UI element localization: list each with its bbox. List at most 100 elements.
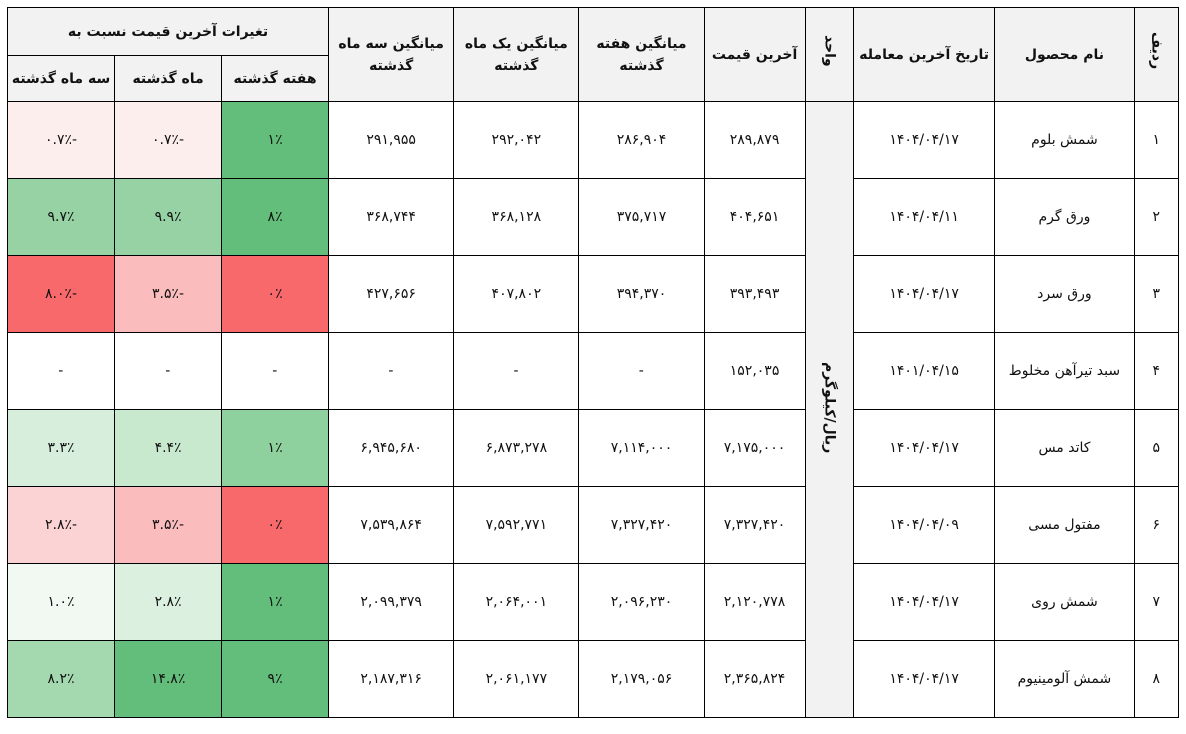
header-avg-3month: میانگین سه ماه گذشته xyxy=(328,7,455,102)
cell-radif: ۳ xyxy=(1133,255,1180,333)
cell-chg-month: ۹.۹٪ xyxy=(114,178,223,256)
cell-avg-week: ۲,۰۹۶,۲۳۰ xyxy=(578,563,705,641)
cell-avg-week: ۳۹۴,۳۷۰ xyxy=(578,255,705,333)
table-row: ۴ سبد تیرآهن مخلوط ۱۴۰۱/۰۴/۱۵ ۱۵۲,۰۳۵- - - - - - xyxy=(6,332,1180,410)
cell-last-price: ۱۵۲,۰۳۵ xyxy=(703,332,806,410)
cell-last-date: ۱۴۰۴/۰۴/۱۷ xyxy=(852,409,996,487)
cell-radif: ۲ xyxy=(1133,178,1180,256)
cell-last-price: ۷,۱۷۵,۰۰۰ xyxy=(703,409,806,487)
cell-last-price: ۲,۱۲۰,۷۷۸ xyxy=(703,563,806,641)
cell-product: شمش آلومینیوم xyxy=(994,640,1135,718)
cell-avg-3month: ۴۲۷,۶۵۶ xyxy=(328,255,455,333)
cell-chg-month: -۰.۷٪ xyxy=(114,101,223,179)
table-row: ۷ شمش روی ۱۴۰۴/۰۴/۱۷ ۲,۱۲۰,۷۷۸ ۲,۰۹۶,۲۳۰ ۲,۰۶… xyxy=(6,563,1180,641)
cell-avg-month: ۷,۵۹۲,۷۷۱ xyxy=(453,486,580,564)
cell-avg-3month: - xyxy=(328,332,455,410)
header-chg-3month: سه ماه گذشته xyxy=(6,55,116,102)
cell-last-date: ۱۴۰۴/۰۴/۱۱ xyxy=(852,178,996,256)
cell-chg-3month: ۳.۳٪ xyxy=(6,409,116,487)
cell-chg-week: ۱٪ xyxy=(221,409,330,487)
table-row: ۶ مفتول مسی ۱۴۰۴/۰۴/۰۹ ۷,۳۲۷,۴۲۰ ۷,۳۲۷,۴۲۰ ۷,… xyxy=(6,486,1180,564)
cell-product: ورق گرم xyxy=(994,178,1135,256)
cell-avg-3month: ۲۹۱,۹۵۵ xyxy=(328,101,455,179)
cell-chg-3month: -۸.۰٪ xyxy=(6,255,116,333)
cell-avg-month: ۳۶۸,۱۲۸ xyxy=(453,178,580,256)
cell-chg-3month: -۰.۷٪ xyxy=(6,101,116,179)
header-chg-week: هفته گذشته xyxy=(221,55,330,102)
cell-avg-3month: ۲,۱۸۷,۳۱۶ xyxy=(328,640,455,718)
cell-chg-week: - xyxy=(221,332,330,410)
cell-chg-3month: -۲.۸٪ xyxy=(6,486,116,564)
cell-last-price: ۲,۳۶۵,۸۲۴ xyxy=(703,640,806,718)
cell-chg-month: ۱۴.۸٪ xyxy=(114,640,223,718)
header-avg-week: میانگین هفته گذشته xyxy=(578,7,705,102)
cell-product: شمش بلوم xyxy=(994,101,1135,179)
cell-avg-month: ۴۰۷,۸۰۲ xyxy=(453,255,580,333)
cell-radif: ۸ xyxy=(1133,640,1180,718)
cell-radif: ۶ xyxy=(1133,486,1180,564)
cell-product: سبد تیرآهن مخلوط xyxy=(994,332,1135,410)
cell-product: شمش روی xyxy=(994,563,1135,641)
cell-avg-week: ۲۸۶,۹۰۴ xyxy=(578,101,705,179)
cell-last-date: ۱۴۰۴/۰۴/۱۷ xyxy=(852,101,996,179)
price-table: ردیف نام محصول تاریخ آخرین معامله واحد آ… xyxy=(6,7,1180,718)
cell-chg-3month: - xyxy=(6,332,116,410)
cell-last-price: ۳۹۳,۴۹۳ xyxy=(703,255,806,333)
cell-chg-week: ۹٪ xyxy=(221,640,330,718)
table-row: ۱ شمش بلوم ۱۴۰۴/۰۴/۱۷ ریال/کیلوگرم ۲۸۹,۸۷۹ ۲۸… xyxy=(6,101,1180,718)
cell-last-date: ۱۴۰۴/۰۴/۰۹ xyxy=(852,486,996,564)
cell-chg-3month: ۱.۰٪ xyxy=(6,563,116,641)
cell-last-price: ۷,۳۲۷,۴۲۰ xyxy=(703,486,806,564)
header-last-price: آخرین قیمت xyxy=(703,7,806,102)
cell-avg-week: ۷,۱۱۴,۰۰۰ xyxy=(578,409,705,487)
cell-chg-month: - xyxy=(114,332,223,410)
cell-last-price: ۴۰۴,۶۵۱ xyxy=(703,178,806,256)
cell-chg-week: ۱٪ xyxy=(221,563,330,641)
table-row: ۳ ورق سرد ۱۴۰۴/۰۴/۱۷ ۳۹۳,۴۹۳ ۳۹۴,۳۷۰ ۴۰۷,۸۰۲ ۴… xyxy=(6,255,1180,333)
table-row: ۸ شمش آلومینیوم ۱۴۰۴/۰۴/۱۷ ۲,۳۶۵,۸۲۴ ۲,۱۷۹,۰… xyxy=(6,640,1180,718)
cell-avg-month: ۶,۸۷۳,۲۷۸ xyxy=(453,409,580,487)
header-unit: واحد xyxy=(804,7,854,102)
header-last-date: تاریخ آخرین معامله xyxy=(852,7,996,102)
header-chg-month: ماه گذشته xyxy=(114,55,223,102)
cell-chg-week: ۱٪ xyxy=(221,101,330,179)
cell-chg-week: ۸٪ xyxy=(221,178,330,256)
cell-avg-3month: ۷,۵۳۹,۸۶۴ xyxy=(328,486,455,564)
header-changes-group: تغیرات آخرین قیمت نسبت به xyxy=(6,7,330,56)
header-radif: ردیف xyxy=(1133,7,1180,102)
cell-unit: ریال/کیلوگرم xyxy=(804,101,854,718)
cell-radif: ۵ xyxy=(1133,409,1180,487)
cell-chg-month: -۳.۵٪ xyxy=(114,486,223,564)
cell-chg-month: ۴.۴٪ xyxy=(114,409,223,487)
cell-last-date: ۱۴۰۴/۰۴/۱۷ xyxy=(852,640,996,718)
cell-product: ورق سرد xyxy=(994,255,1135,333)
cell-last-price: ۲۸۹,۸۷۹ xyxy=(703,101,806,179)
cell-avg-month: - xyxy=(453,332,580,410)
cell-avg-month: ۲۹۲,۰۴۲ xyxy=(453,101,580,179)
cell-avg-week: ۷,۳۲۷,۴۲۰ xyxy=(578,486,705,564)
cell-radif: ۱ xyxy=(1133,101,1180,179)
table-row: ۵ کاتد مس ۱۴۰۴/۰۴/۱۷ ۷,۱۷۵,۰۰۰ ۷,۱۱۴,۰۰۰ ۶,۸۷… xyxy=(6,409,1180,487)
cell-avg-3month: ۶,۹۴۵,۶۸۰ xyxy=(328,409,455,487)
table-body: ۱ شمش بلوم ۱۴۰۴/۰۴/۱۷ ریال/کیلوگرم ۲۸۹,۸۷۹ ۲۸… xyxy=(6,101,1180,718)
cell-last-date: ۱۴۰۱/۰۴/۱۵ xyxy=(852,332,996,410)
cell-avg-week: ۲,۱۷۹,۰۵۶ xyxy=(578,640,705,718)
cell-chg-3month: ۸.۲٪ xyxy=(6,640,116,718)
cell-chg-week: ۰٪ xyxy=(221,255,330,333)
cell-radif: ۴ xyxy=(1133,332,1180,410)
cell-chg-month: ۲.۸٪ xyxy=(114,563,223,641)
cell-avg-month: ۲,۰۶۱,۱۷۷ xyxy=(453,640,580,718)
cell-avg-month: ۲,۰۶۴,۰۰۱ xyxy=(453,563,580,641)
cell-last-date: ۱۴۰۴/۰۴/۱۷ xyxy=(852,563,996,641)
unit-label: ریال/کیلوگرم xyxy=(821,361,838,454)
cell-avg-3month: ۲,۰۹۹,۳۷۹ xyxy=(328,563,455,641)
table-row: ۲ ورق گرم ۱۴۰۴/۰۴/۱۱ ۴۰۴,۶۵۱ ۳۷۵,۷۱۷ ۳۶۸,۱۲۸ ۳… xyxy=(6,178,1180,256)
cell-last-date: ۱۴۰۴/۰۴/۱۷ xyxy=(852,255,996,333)
cell-avg-week: - xyxy=(578,332,705,410)
cell-chg-month: -۳.۵٪ xyxy=(114,255,223,333)
cell-avg-3month: ۳۶۸,۷۴۴ xyxy=(328,178,455,256)
cell-chg-week: ۰٪ xyxy=(221,486,330,564)
cell-radif: ۷ xyxy=(1133,563,1180,641)
cell-product: مفتول مسی xyxy=(994,486,1135,564)
cell-avg-week: ۳۷۵,۷۱۷ xyxy=(578,178,705,256)
